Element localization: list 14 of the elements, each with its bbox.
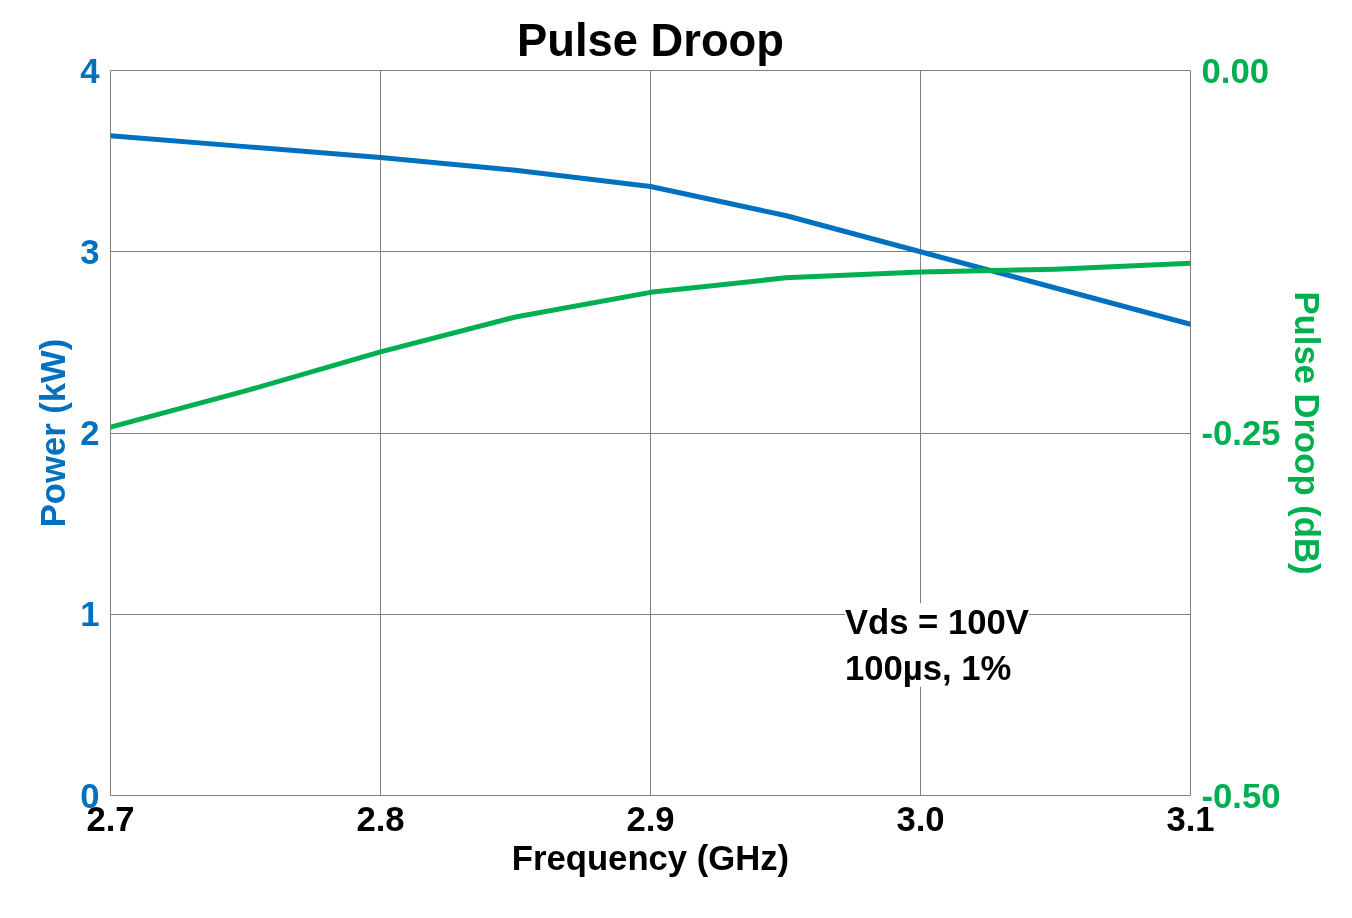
y2-tick-label: 0.00 bbox=[1201, 51, 1269, 90]
y2-axis-title: Pulse Droop (dB) bbox=[1288, 291, 1327, 575]
y-tick-label: 2 bbox=[80, 414, 100, 452]
x-tick-label: 3.0 bbox=[896, 799, 945, 838]
annotation: Vds = 100V 100µs, 1% bbox=[844, 603, 1029, 687]
y-tick-label: 4 bbox=[80, 51, 101, 90]
y2-tick-label: -0.25 bbox=[1201, 414, 1281, 452]
x-axis-title: Frequency (GHz) bbox=[511, 838, 790, 877]
chart-title: Pulse Droop bbox=[517, 14, 784, 66]
x-tick-label: 2.8 bbox=[356, 799, 405, 838]
y-tick-label: 3 bbox=[80, 232, 100, 271]
y-axis-title: Power (kW) bbox=[34, 338, 73, 528]
y-tick-label: 1 bbox=[80, 595, 100, 634]
x-tick-label: 2.9 bbox=[626, 799, 675, 838]
